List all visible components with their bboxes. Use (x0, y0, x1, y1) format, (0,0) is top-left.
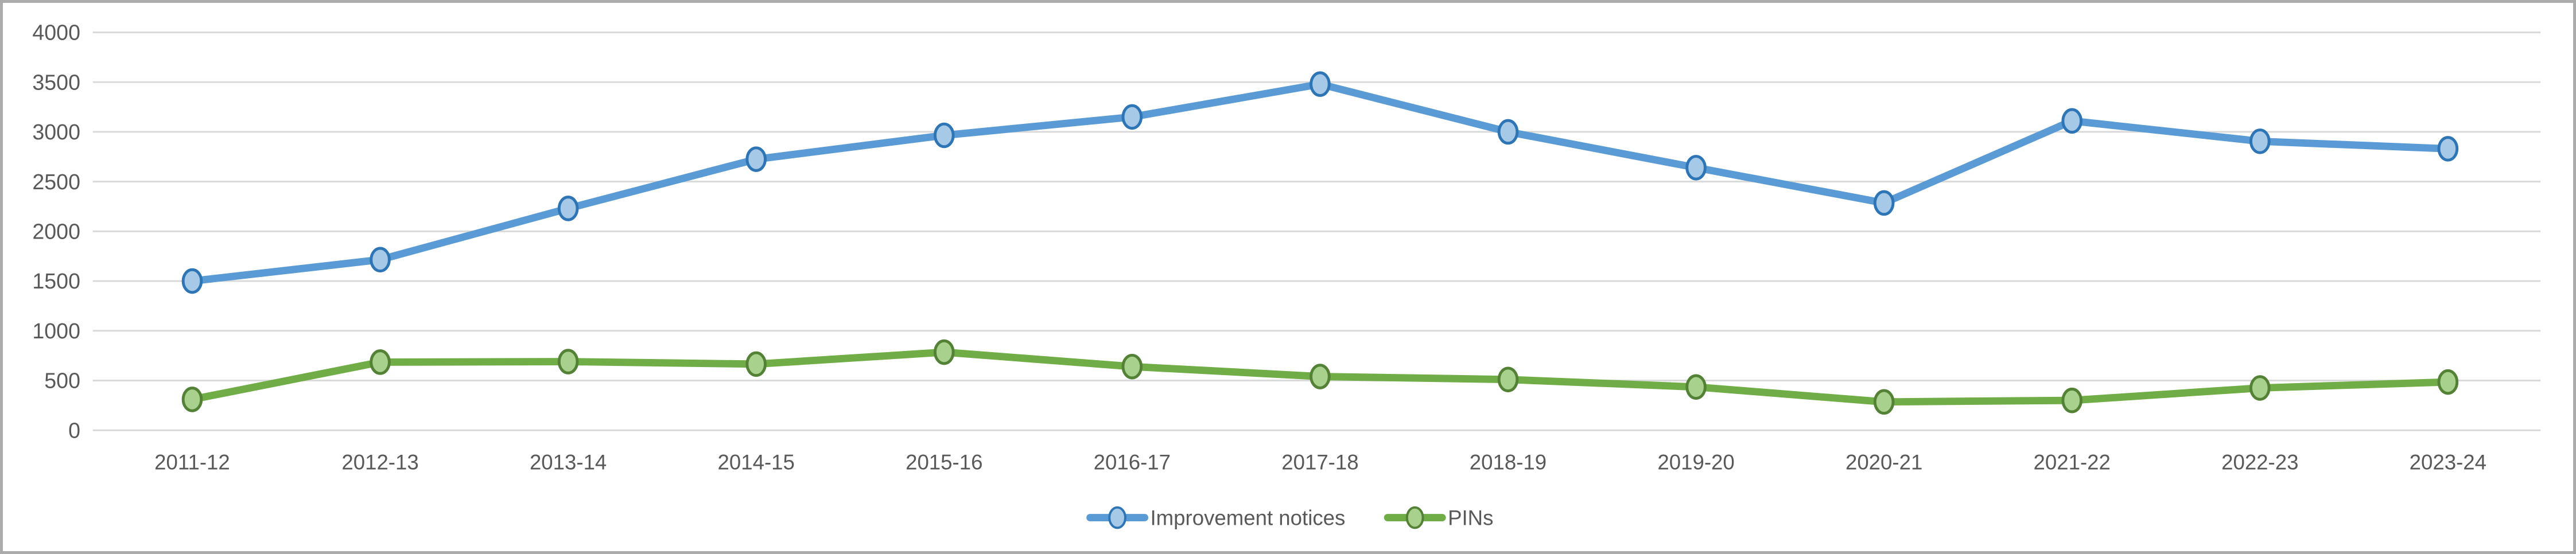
improvement-notices-marker (1873, 190, 1895, 216)
pins-marker (933, 339, 955, 365)
legend-marker-icon (1405, 506, 1424, 529)
pins-marker (557, 349, 579, 374)
x-axis-labels: 2011-12 2012-13 2013-14 2014-15 2015-16 2016-… (154, 450, 2486, 474)
legend: Improvement notices PINs (1086, 506, 1493, 529)
x-axis-tick-label: 2011-12 (154, 450, 230, 474)
x-axis-tick-label: 2022-23 (2221, 450, 2298, 474)
series-markers (181, 71, 2459, 415)
legend-marker-icon (1108, 506, 1126, 529)
legend-item-pins: PINs (1384, 506, 1493, 529)
y-axis-tick-label: 0 (68, 418, 80, 442)
improvement-notices-line (188, 80, 2452, 285)
gridlines (92, 31, 2541, 431)
y-axis-tick-label: 4000 (32, 21, 80, 45)
pins-marker (1873, 389, 1895, 415)
improvement-notices-marker (1121, 104, 1143, 130)
x-axis-tick-label: 2014-15 (718, 450, 795, 474)
x-axis-tick-label: 2013-14 (530, 450, 607, 474)
pins-marker (745, 351, 767, 377)
line-chart: 0 500 1000 1500 2000 2500 3000 3500 4000 2011-12… (32, 21, 2541, 529)
x-axis-tick-label: 2012-13 (341, 450, 418, 474)
pins-marker (2249, 375, 2271, 401)
legend-label: Improvement notices (1151, 506, 1346, 529)
y-axis-tick-label: 3000 (32, 120, 80, 144)
legend-label: PINs (1448, 506, 1493, 529)
x-axis-tick-label: 2023-24 (2410, 450, 2486, 474)
x-axis-tick-label: 2017-18 (1281, 450, 1358, 474)
improvement-notices-marker (181, 268, 203, 294)
pins-marker (1310, 364, 1331, 389)
improvement-notices-marker (1310, 71, 1331, 97)
pins-marker (181, 387, 203, 412)
x-axis-tick-label: 2016-17 (1094, 450, 1171, 474)
pins-marker (2061, 387, 2083, 413)
y-axis-tick-label: 2500 (32, 170, 80, 194)
x-axis-tick-label: 2019-20 (1657, 450, 1734, 474)
improvement-notices-marker (1685, 155, 1707, 181)
y-axis-tick-label: 1500 (32, 269, 80, 293)
y-axis-tick-label: 500 (44, 369, 80, 393)
x-axis-tick-label: 2021-22 (2034, 450, 2111, 474)
x-axis-tick-label: 2020-21 (1845, 450, 1922, 474)
improvement-notices-marker (933, 122, 955, 149)
pins-marker (1685, 374, 1707, 400)
pins-marker (370, 349, 391, 375)
pins-marker (2437, 369, 2459, 395)
improvement-notices-marker (2249, 128, 2271, 154)
improvement-notices-marker (557, 196, 579, 221)
pins-marker (1497, 366, 1519, 393)
improvement-notices-marker (2437, 136, 2459, 162)
y-axis-tick-label: 1000 (32, 319, 80, 343)
pins-marker (1121, 353, 1143, 380)
y-axis-tick-label: 2000 (32, 219, 80, 243)
x-axis-tick-label: 2015-16 (906, 450, 982, 474)
y-axis-tick-label: 3500 (32, 70, 80, 94)
improvement-notices-marker (2061, 108, 2083, 134)
improvement-notices-marker (370, 247, 391, 273)
improvement-notices-marker (1497, 119, 1519, 145)
legend-item-improvement-notices: Improvement notices (1086, 506, 1346, 529)
y-axis-labels: 0 500 1000 1500 2000 2500 3000 3500 4000 (32, 21, 80, 443)
x-axis-tick-label: 2018-19 (1470, 450, 1547, 474)
improvement-notices-marker (745, 146, 767, 172)
